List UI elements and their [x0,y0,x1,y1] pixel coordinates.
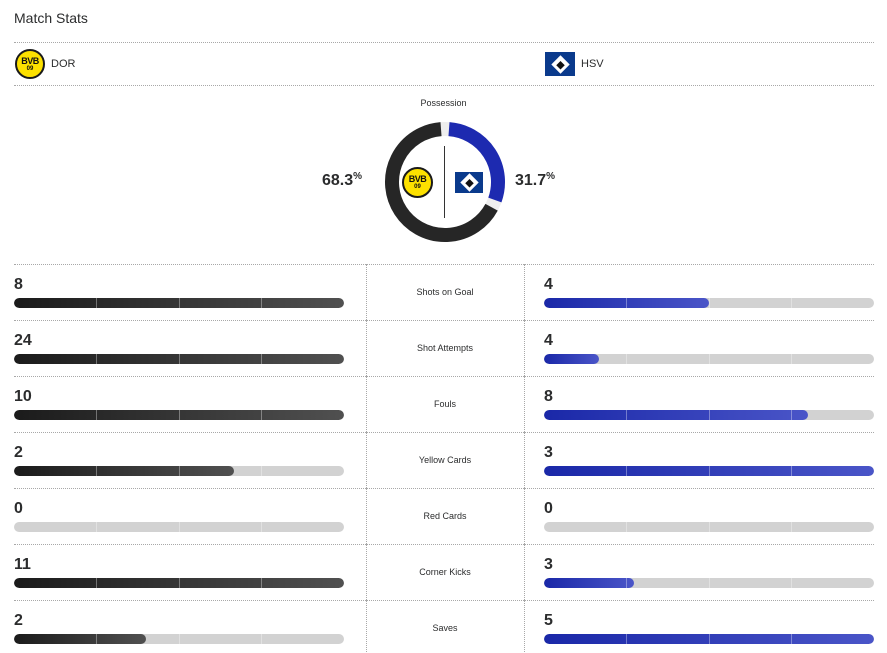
stat-away-value: 8 [544,388,553,405]
stat-home-value: 0 [14,500,23,517]
stat-home-value: 24 [14,332,32,349]
stat-home-value: 2 [14,612,23,629]
stat-away-bar-fill [544,354,792,364]
possession-label: Possession [420,98,467,108]
stat-row: 10 Fouls 8 [14,376,874,432]
stat-home-bar [14,410,344,420]
stat-away-bar-fill [544,578,792,588]
stat-away-value: 0 [544,500,553,517]
stat-away-bar-fill [544,466,874,476]
divider [14,432,874,433]
team-home-abbr: DOR [51,58,76,70]
team-home[interactable]: BVB 09 DOR [15,49,76,79]
stat-home-bar [14,354,344,364]
stat-away-value: 3 [544,444,553,461]
stat-home-bar-fill [14,298,344,308]
stat-away-bar [544,410,874,420]
possession-away-value: 31.7% [515,171,556,189]
stat-home-value: 8 [14,276,23,293]
stat-away-value: 4 [544,332,553,349]
stat-home-bar [14,578,344,588]
stat-home-bar [14,522,344,532]
stat-away-bar [544,522,874,532]
hsv-crest-icon [545,52,575,76]
stat-home-bar [14,466,344,476]
divider [14,600,874,601]
stat-away-value: 5 [544,612,553,629]
bvb-crest-icon: BVB 09 [402,167,433,198]
stat-home-bar-fill [14,466,262,476]
stat-away-bar [544,466,874,476]
stat-home-bar-fill [14,410,344,420]
stat-away-bar [544,298,874,308]
hsv-crest-icon [455,172,483,193]
divider [14,488,874,489]
stat-home-value: 10 [14,388,32,405]
divider [14,85,874,86]
possession-donut [385,122,505,242]
stat-away-bar-fill [544,410,808,420]
team-away[interactable]: HSV [545,50,604,78]
stat-away-bar-fill [544,634,874,644]
bvb-crest-icon: BVB 09 [15,49,45,79]
stat-label: Fouls [433,399,456,409]
divider [14,320,874,321]
stat-label: Shots on Goal [416,287,474,297]
divider [14,264,874,265]
stat-row: 11 Corner Kicks 3 [14,544,874,600]
stat-label: Yellow Cards [418,455,472,465]
stat-label: Shot Attempts [416,343,474,353]
possession-arc-home [385,122,498,242]
stat-row: 2 Yellow Cards 3 [14,432,874,488]
stat-label: Saves [432,623,458,633]
stat-away-bar [544,578,874,588]
possession-divider [444,146,445,218]
divider [14,376,874,377]
stat-away-bar [544,354,874,364]
stat-home-bar [14,298,344,308]
stat-away-value: 3 [544,556,553,573]
stat-home-bar [14,634,344,644]
divider [14,42,874,43]
stat-home-bar-fill [14,354,344,364]
team-away-abbr: HSV [581,58,604,70]
stat-row: 2 Saves 5 [14,600,874,653]
divider [14,544,874,545]
stat-row: 0 Red Cards 0 [14,488,874,544]
possession-arc-away [448,122,505,203]
stat-home-bar-fill [14,578,344,588]
stat-away-bar-fill [544,298,792,308]
stat-home-bar-fill [14,634,262,644]
page-title: Match Stats [14,10,88,26]
stat-home-value: 2 [14,444,23,461]
stat-label: Corner Kicks [419,567,471,577]
stat-label: Red Cards [423,511,467,521]
stat-home-value: 11 [14,556,31,573]
stat-away-value: 4 [544,276,553,293]
stat-away-bar [544,634,874,644]
stat-row: 8 Shots on Goal 4 [14,264,874,320]
stat-row: 24 Shot Attempts 4 [14,320,874,376]
possession-home-value: 68.3% [322,171,363,189]
